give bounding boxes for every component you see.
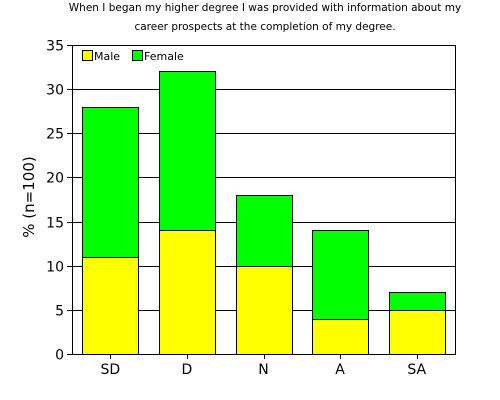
x-axis: SD D N A SA bbox=[100, 354, 426, 378]
y-tick-label: 5 bbox=[55, 304, 64, 320]
bars bbox=[82, 71, 446, 355]
x-tick-label: SD bbox=[100, 362, 120, 378]
bar-n-male bbox=[236, 266, 293, 355]
y-axis: 0 5 10 15 20 25 30 35 bbox=[46, 39, 72, 364]
legend-label-male: Male bbox=[94, 50, 120, 63]
legend-swatch-female bbox=[132, 50, 143, 61]
x-tick-label: SA bbox=[407, 362, 426, 378]
y-tick-label: 25 bbox=[46, 127, 64, 143]
y-tick-label: 0 bbox=[55, 348, 64, 364]
bar-d-female bbox=[159, 71, 216, 231]
x-tick-label: N bbox=[258, 362, 268, 378]
bar-d-male bbox=[159, 230, 216, 355]
chart-title-line-1: When I began my higher degree I was prov… bbox=[68, 2, 462, 14]
y-tick-label: 35 bbox=[46, 39, 64, 55]
x-tick-label: A bbox=[335, 362, 345, 378]
y-tick-label: 30 bbox=[46, 83, 64, 99]
y-tick-label: 20 bbox=[46, 171, 64, 187]
y-tick-label: 10 bbox=[46, 260, 64, 276]
legend: Male Female bbox=[82, 50, 184, 63]
legend-label-female: Female bbox=[144, 50, 184, 63]
chart-title-line-2: career prospects at the completion of my… bbox=[134, 21, 396, 33]
bar-a-female bbox=[312, 230, 369, 320]
legend-swatch-male bbox=[82, 50, 93, 61]
x-tick-label: D bbox=[182, 362, 193, 378]
y-tick-label: 15 bbox=[46, 216, 64, 232]
bar-sd-male bbox=[82, 257, 139, 355]
bar-a-male bbox=[312, 319, 369, 355]
bar-n-female bbox=[236, 195, 293, 267]
bar-sa-male bbox=[389, 310, 446, 355]
bar-sd-female bbox=[82, 107, 139, 258]
bar-sa-female bbox=[389, 292, 446, 311]
